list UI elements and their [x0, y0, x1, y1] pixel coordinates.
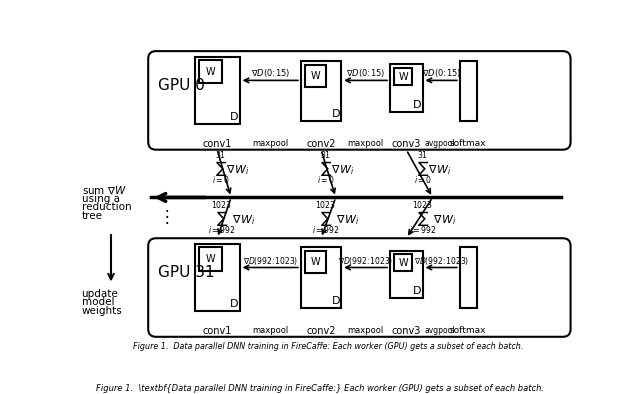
Text: $\sum_{i=992}^{1023}\!\nabla W_i$: $\sum_{i=992}^{1023}\!\nabla W_i$: [409, 201, 456, 238]
Text: maxpool: maxpool: [252, 139, 289, 148]
Bar: [301, 61, 341, 121]
Text: W: W: [205, 67, 215, 77]
Text: conv1: conv1: [202, 325, 232, 336]
Text: $\sum_{i=0}^{31}\!\nabla W_i$: $\sum_{i=0}^{31}\!\nabla W_i$: [317, 151, 355, 188]
Text: $\nabla D(0\!:\!15)$: $\nabla D(0\!:\!15)$: [346, 67, 385, 80]
Text: D: D: [230, 112, 239, 123]
Text: D: D: [413, 100, 421, 110]
Text: $\nabla D(0\!:\!15)$: $\nabla D(0\!:\!15)$: [251, 67, 290, 80]
Bar: [390, 251, 422, 298]
Text: sum $\nabla W$: sum $\nabla W$: [81, 185, 127, 196]
Text: W: W: [205, 254, 215, 264]
Text: $\nabla D(992\!:\!1023)$: $\nabla D(992\!:\!1023)$: [338, 255, 393, 267]
Text: model: model: [81, 297, 114, 307]
Text: avgpool: avgpool: [424, 326, 454, 335]
Text: softmax: softmax: [450, 139, 486, 148]
Text: W: W: [398, 72, 408, 82]
FancyBboxPatch shape: [148, 51, 571, 150]
Bar: [394, 255, 412, 271]
Text: weights: weights: [81, 306, 122, 316]
Text: W: W: [398, 258, 408, 268]
Text: Figure 1.  Data parallel DNN training in FireCaffe: Each worker (GPU) gets a sub: Figure 1. Data parallel DNN training in …: [133, 342, 523, 351]
Text: $\nabla D(0\!:\!15)$: $\nabla D(0\!:\!15)$: [422, 67, 461, 80]
Text: D: D: [230, 299, 239, 309]
Text: maxpool: maxpool: [348, 139, 384, 148]
Text: $\sum_{i=992}^{1023}\!\nabla W_i$: $\sum_{i=992}^{1023}\!\nabla W_i$: [312, 201, 359, 238]
Text: D: D: [332, 109, 340, 119]
Text: D: D: [413, 286, 421, 296]
Bar: [198, 60, 222, 84]
Text: W: W: [311, 71, 321, 81]
Text: $\nabla D(992\!:\!1023)$: $\nabla D(992\!:\!1023)$: [243, 255, 298, 267]
Bar: [460, 61, 477, 121]
Text: $\sum_{i=0}^{31}\!\nabla W_i$: $\sum_{i=0}^{31}\!\nabla W_i$: [414, 151, 451, 188]
Text: $\sum_{i=0}^{31}\!\nabla W_i$: $\sum_{i=0}^{31}\!\nabla W_i$: [212, 151, 250, 188]
Text: W: W: [311, 257, 321, 267]
Text: using a: using a: [81, 194, 120, 204]
Text: D: D: [332, 296, 340, 306]
Text: conv3: conv3: [392, 325, 421, 336]
Text: $\sum_{i=992}^{1023}\!\nabla W_i$: $\sum_{i=992}^{1023}\!\nabla W_i$: [207, 201, 255, 238]
Text: maxpool: maxpool: [252, 326, 289, 335]
Bar: [460, 247, 477, 308]
Bar: [305, 65, 326, 87]
Bar: [394, 68, 412, 85]
Text: $\nabla D(992\!:\!1023)$: $\nabla D(992\!:\!1023)$: [413, 255, 468, 267]
Text: avgpool: avgpool: [424, 139, 454, 148]
Text: $\vdots$: $\vdots$: [158, 207, 169, 226]
Text: update: update: [81, 289, 118, 299]
Text: conv3: conv3: [392, 139, 421, 149]
Bar: [305, 251, 326, 273]
Bar: [390, 64, 422, 112]
Text: maxpool: maxpool: [348, 326, 384, 335]
Text: conv2: conv2: [307, 325, 336, 336]
Text: tree: tree: [81, 211, 102, 221]
Text: conv1: conv1: [202, 139, 232, 149]
Bar: [301, 247, 341, 308]
Bar: [195, 56, 239, 124]
Text: softmax: softmax: [450, 326, 486, 335]
Text: Figure 1.  \textbf{Data parallel DNN training in FireCaffe:} Each worker (GPU) g: Figure 1. \textbf{Data parallel DNN trai…: [96, 384, 544, 393]
FancyBboxPatch shape: [148, 238, 571, 337]
Bar: [198, 247, 222, 271]
Bar: [195, 243, 239, 311]
Text: GPU 31: GPU 31: [157, 266, 214, 281]
Text: conv2: conv2: [307, 139, 336, 149]
Text: GPU 0: GPU 0: [157, 78, 204, 93]
Text: reduction: reduction: [81, 203, 131, 212]
